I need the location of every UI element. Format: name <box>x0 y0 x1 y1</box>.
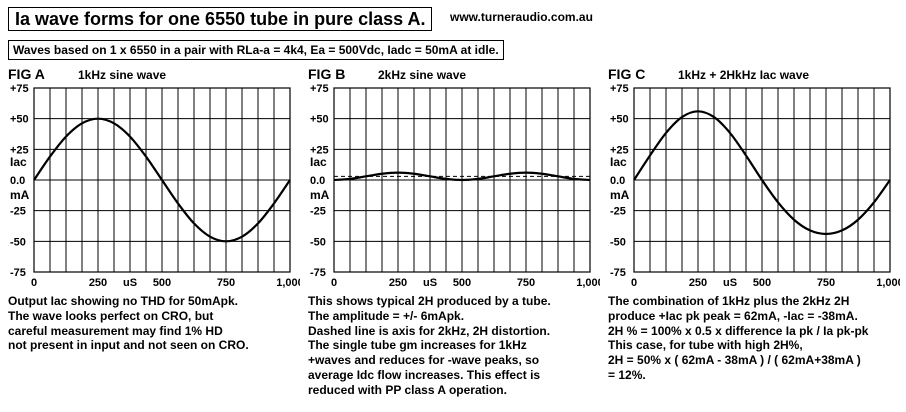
fig2-xtick-label: 1,000 <box>876 277 900 289</box>
fig2-ytick-label: 0.0 <box>610 175 625 187</box>
website-url: www.turneraudio.com.au <box>450 10 593 24</box>
fig1-caption-line: The single tube gm increases for 1kHz <box>308 338 527 353</box>
fig1-ytick-label: +25 <box>310 144 329 156</box>
fig0-ytick-label: -25 <box>10 206 26 218</box>
fig0-ytick-label: +50 <box>10 114 29 126</box>
fig-a-caption: Output Iac showing no THD for 50mApk. The… <box>8 294 249 353</box>
fig0-ytick-label: -50 <box>10 236 26 248</box>
fig0-xtick-label: 0 <box>31 277 37 289</box>
fig0-xtick-label: 250 <box>89 277 107 289</box>
fig2-caption-line: The combination of 1kHz plus the 2kHz 2H <box>608 294 850 308</box>
fig0-xunit: uS <box>123 277 137 289</box>
fig1-fig-label: FIG B <box>308 66 345 82</box>
fig2-ytick-label: +25 <box>610 144 629 156</box>
fig2-xunit: uS <box>723 277 737 289</box>
fig1-ylabel: Iac <box>310 155 327 169</box>
fig1-caption-line: This shows typical 2H produced by a tube… <box>308 294 551 308</box>
fig1-caption-line: average Idc flow increases. This effect … <box>308 367 541 382</box>
fig1-ytick-label: +75 <box>310 83 329 95</box>
fig1-ytick-label: -75 <box>310 267 326 279</box>
fig2-ytick-label: +75 <box>610 83 629 95</box>
fig1-title: 2kHz sine wave <box>378 68 466 82</box>
fig2-caption-line: = 12%. <box>608 367 646 382</box>
fig0-ytick-label: +25 <box>10 144 29 156</box>
fig-a-chart: FIG A 1kHz sine wave +75 +50 +25 0.0 -25 -50 -75… <box>8 66 300 289</box>
fig2-xtick-label: 0 <box>631 277 637 289</box>
fig2-ytick-label: -50 <box>610 236 626 248</box>
fig0-caption-line: not present in input and not seen on CRO… <box>8 338 249 353</box>
fig0-xtick-label: 750 <box>217 277 235 289</box>
fig0-ytick-label: 0.0 <box>10 175 25 187</box>
fig1-ytick-label: 0.0 <box>310 175 325 187</box>
fig0-xtick-label: 500 <box>153 277 171 289</box>
fig2-title: 1kHz + 2HkHz Iac wave <box>678 68 809 82</box>
fig0-caption-line: careful measurement may find 1% HD <box>8 323 223 338</box>
fig2-series-line <box>633 110 891 236</box>
fig0-ytick-label: -75 <box>10 267 26 279</box>
fig1-caption-line: reduced with PP class A operation. <box>308 382 507 397</box>
fig0-caption-line: The wave looks perfect on CRO, but <box>8 308 214 323</box>
fig-c-chart: FIG C 1kHz + 2HkHz Iac wave +75 +50 +25 0.0 -2… <box>608 66 900 289</box>
fig0-xtick-label: 1,000 <box>276 277 300 289</box>
fig1-series-line <box>333 171 591 182</box>
fig2-caption-line: This case, for tube with high 2H%, <box>608 338 803 353</box>
fig0-fig-label: FIG A <box>8 66 45 82</box>
fig1-xtick-label: 0 <box>331 277 337 289</box>
fig1-ytick-label: -50 <box>310 236 326 248</box>
fig2-ytick-label: +50 <box>610 114 629 126</box>
fig0-series-line <box>33 117 291 243</box>
fig0-yunit: mA <box>10 188 30 202</box>
fig0-title: 1kHz sine wave <box>78 68 166 82</box>
fig1-xtick-label: 250 <box>389 277 407 289</box>
fig0-caption-line: Output Iac showing no THD for 50mApk. <box>8 294 239 308</box>
fig2-yunit: mA <box>610 188 630 202</box>
fig-c-caption: The combination of 1kHz plus the 2kHz 2H… <box>608 294 868 383</box>
fig1-xunit: uS <box>423 277 437 289</box>
fig2-caption-line: produce +Iac pk peak = 62mA, -Iac = -38m… <box>608 308 858 323</box>
fig0-ytick-label: +75 <box>10 83 29 95</box>
fig2-xtick-label: 500 <box>753 277 771 289</box>
fig2-fig-label: FIG C <box>608 66 645 82</box>
fig2-ytick-label: -25 <box>610 206 626 218</box>
fig2-xtick-label: 750 <box>817 277 835 289</box>
fig1-caption-line: Dashed line is axis for 2kHz, 2H distort… <box>308 323 551 338</box>
fig1-yunit: mA <box>310 188 330 202</box>
fig2-caption-line: 2H % = 100% x 0.5 x difference Ia pk / I… <box>608 323 869 338</box>
page-title: Ia wave forms for one 6550 tube in pure … <box>8 7 433 31</box>
fig2-ytick-label: -75 <box>610 267 626 279</box>
fig1-xtick-label: 750 <box>517 277 535 289</box>
fig0-ylabel: Iac <box>10 155 27 169</box>
fig1-xtick-label: 500 <box>453 277 471 289</box>
fig1-caption-line: +waves and reduces for -wave peaks, so <box>308 353 540 368</box>
fig2-ylabel: Iac <box>610 155 627 169</box>
fig-b-chart: FIG B 2kHz sine wave +75 +50 +25 0.0 -25 -50 -75… <box>308 66 600 289</box>
fig1-ytick-label: +50 <box>310 114 329 126</box>
fig-b-caption: This shows typical 2H produced by a tube… <box>308 294 551 398</box>
fig2-xtick-label: 250 <box>689 277 707 289</box>
fig1-caption-line: The amplitude = +/- 6mApk. <box>308 308 465 323</box>
fig1-xtick-label: 1,000 <box>576 277 600 289</box>
subtitle-box: Waves based on 1 x 6550 in a pair with R… <box>8 40 504 60</box>
fig2-caption-line: 2H = 50% x ( 62mA - 38mA ) / ( 62mA+38mA… <box>608 353 861 368</box>
fig1-ytick-label: -25 <box>310 206 326 218</box>
